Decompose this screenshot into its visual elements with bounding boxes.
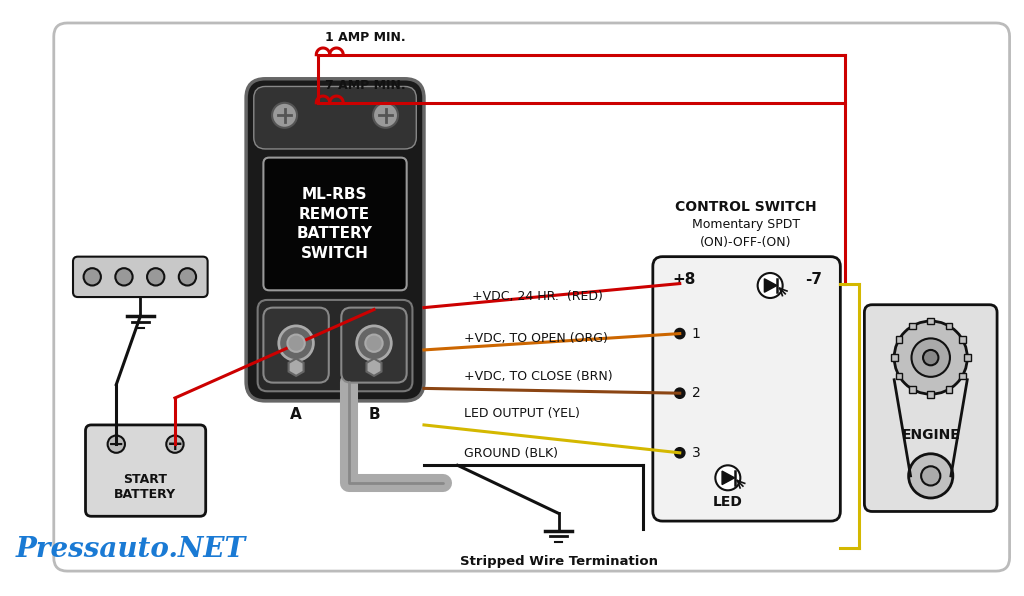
Circle shape — [675, 389, 685, 398]
Text: B: B — [369, 407, 380, 422]
Bar — [945, 322, 952, 330]
FancyBboxPatch shape — [246, 79, 424, 401]
Circle shape — [84, 268, 101, 285]
Circle shape — [108, 436, 125, 453]
Text: −: − — [109, 434, 125, 454]
Bar — [896, 372, 902, 379]
FancyBboxPatch shape — [341, 308, 407, 383]
Text: 1: 1 — [691, 327, 700, 340]
FancyBboxPatch shape — [263, 308, 329, 383]
FancyBboxPatch shape — [54, 23, 1010, 571]
Circle shape — [279, 326, 313, 361]
Text: 2: 2 — [692, 386, 700, 400]
Circle shape — [288, 334, 305, 352]
Circle shape — [894, 321, 968, 394]
Bar — [928, 391, 934, 398]
FancyBboxPatch shape — [864, 305, 997, 511]
Text: +: + — [167, 434, 183, 454]
FancyBboxPatch shape — [86, 425, 206, 516]
Polygon shape — [722, 471, 734, 485]
Text: A: A — [290, 407, 302, 422]
Text: LED OUTPUT (YEL): LED OUTPUT (YEL) — [464, 407, 581, 420]
Circle shape — [758, 273, 782, 298]
Bar — [959, 372, 966, 379]
Circle shape — [356, 326, 391, 361]
Text: +8: +8 — [672, 272, 695, 287]
FancyBboxPatch shape — [283, 305, 387, 331]
FancyBboxPatch shape — [254, 86, 417, 149]
Polygon shape — [764, 279, 777, 292]
Bar — [896, 336, 902, 343]
Bar — [909, 322, 915, 330]
Text: 7 AMP MIN.: 7 AMP MIN. — [325, 79, 406, 92]
FancyBboxPatch shape — [653, 257, 841, 521]
Text: CONTROL SWITCH: CONTROL SWITCH — [675, 200, 817, 213]
Circle shape — [675, 448, 685, 458]
Bar — [959, 336, 966, 343]
Text: Momentary SPDT: Momentary SPDT — [692, 218, 800, 231]
FancyBboxPatch shape — [263, 157, 407, 290]
Circle shape — [923, 350, 938, 365]
Text: -7: -7 — [805, 272, 822, 287]
Circle shape — [166, 436, 183, 453]
Bar — [909, 386, 915, 393]
Text: +VDC, TO OPEN (ORG): +VDC, TO OPEN (ORG) — [464, 332, 608, 345]
FancyBboxPatch shape — [258, 300, 413, 391]
Bar — [964, 354, 971, 361]
Circle shape — [716, 465, 740, 491]
Bar — [945, 386, 952, 393]
Text: (ON)-OFF-(ON): (ON)-OFF-(ON) — [700, 236, 792, 249]
Text: ENGINE: ENGINE — [901, 427, 961, 442]
Circle shape — [675, 329, 685, 339]
Text: +VDC, TO CLOSE (BRN): +VDC, TO CLOSE (BRN) — [464, 370, 613, 383]
Circle shape — [147, 268, 165, 285]
Text: ML-RBS
REMOTE
BATTERY
SWITCH: ML-RBS REMOTE BATTERY SWITCH — [297, 187, 373, 261]
Circle shape — [911, 339, 950, 377]
Text: +VDC, 24 HR.  (RED): +VDC, 24 HR. (RED) — [472, 290, 603, 303]
Circle shape — [922, 466, 940, 486]
Circle shape — [116, 268, 133, 285]
Text: LED: LED — [713, 495, 742, 509]
Text: START
BATTERY: START BATTERY — [114, 473, 176, 501]
Polygon shape — [289, 359, 303, 376]
Circle shape — [908, 454, 953, 498]
Text: 1 AMP MIN.: 1 AMP MIN. — [325, 31, 406, 44]
Text: GROUND (BLK): GROUND (BLK) — [464, 447, 558, 460]
Text: 3: 3 — [692, 446, 700, 460]
Text: Stripped Wire Termination: Stripped Wire Termination — [460, 555, 657, 568]
FancyBboxPatch shape — [73, 257, 208, 297]
Circle shape — [366, 334, 383, 352]
Circle shape — [373, 103, 398, 128]
Text: Pressauto.NET: Pressauto.NET — [15, 536, 246, 563]
Circle shape — [179, 268, 196, 285]
Polygon shape — [367, 359, 382, 376]
Circle shape — [272, 103, 297, 128]
Bar — [891, 354, 898, 361]
Bar — [928, 318, 934, 324]
